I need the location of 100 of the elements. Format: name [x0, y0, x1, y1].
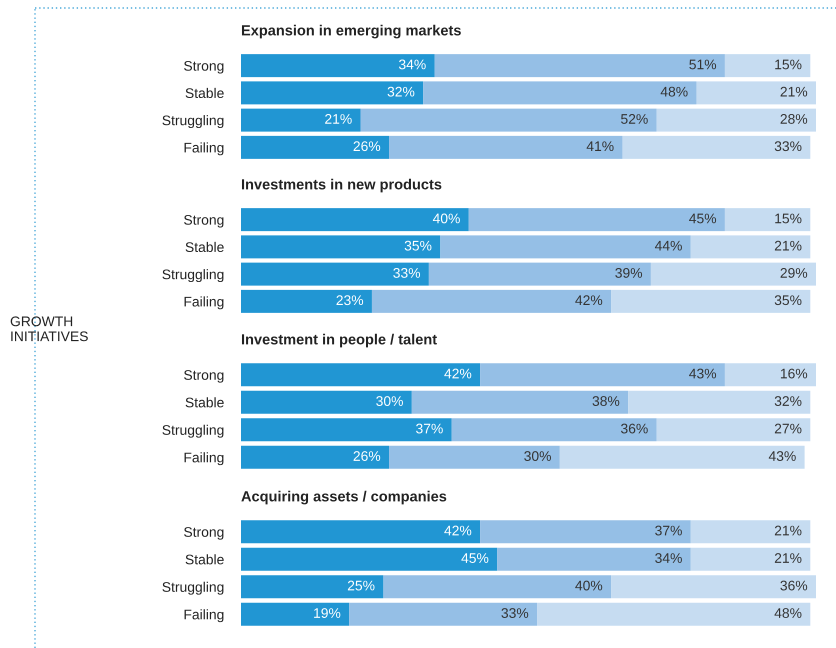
bar [611, 290, 810, 313]
bar [241, 548, 498, 571]
bar [241, 235, 440, 258]
data-label: 27% [774, 424, 802, 434]
data-label: 21% [774, 526, 802, 536]
bar [622, 136, 810, 159]
data-label: 15% [775, 60, 802, 70]
data-label: 33% [501, 608, 528, 618]
y-tick-label: Struggling [162, 269, 224, 282]
bar [389, 446, 560, 469]
chart-title: Expansion in emerging markets [242, 24, 461, 38]
bar [650, 262, 816, 286]
bar [383, 575, 612, 598]
data-label: 48% [660, 86, 688, 97]
data-label: 37% [655, 526, 682, 536]
y-tick-label: Strong [184, 60, 224, 74]
bar [241, 262, 429, 286]
bar [724, 208, 810, 232]
data-label: 48% [774, 608, 802, 618]
bar [389, 136, 622, 159]
y-tick-label: Struggling [162, 115, 224, 128]
bar [656, 108, 816, 132]
y-tick-label: Stable [186, 242, 224, 252]
data-label: 39% [615, 268, 642, 278]
data-label: 44% [654, 240, 682, 251]
bar [468, 208, 725, 232]
bar [690, 520, 810, 544]
bar [241, 290, 372, 313]
data-label: 23% [336, 295, 364, 306]
y-tick-label: Struggling [162, 424, 224, 438]
data-label: 41% [586, 141, 614, 152]
chart-title: Investments in new products [242, 178, 442, 192]
y-tick-label: Failing [184, 609, 224, 622]
y-tick-label: Stable [186, 88, 224, 98]
y-tick-label: Stable [186, 554, 224, 564]
data-label: 36% [780, 580, 808, 590]
bar [360, 108, 657, 132]
y-tick-label: Strong [184, 214, 224, 228]
bar [428, 262, 651, 286]
bar [628, 390, 810, 414]
bar [349, 602, 538, 626]
bar [241, 418, 452, 442]
y-tick-label: Failing [184, 452, 224, 466]
bar [690, 548, 810, 571]
data-label: 45% [461, 553, 488, 563]
bar [241, 208, 469, 232]
data-label: 15% [775, 214, 802, 224]
data-label: 19% [314, 608, 340, 618]
chart-title: Acquiring assets / companies [241, 490, 446, 504]
chart-title: Investment in people / talent [242, 334, 437, 348]
data-label: 38% [592, 396, 620, 406]
bar [434, 54, 725, 78]
data-label: 32% [774, 396, 802, 406]
data-label: 28% [780, 114, 808, 124]
data-label: 34% [655, 553, 682, 563]
bar [611, 575, 816, 598]
bar [537, 602, 810, 626]
data-label: 33% [393, 268, 420, 278]
data-label: 37% [416, 424, 443, 434]
bar [696, 81, 816, 104]
data-label: 21% [774, 240, 802, 251]
data-label: 25% [348, 580, 374, 590]
bar [724, 363, 816, 386]
data-label: 16% [780, 368, 808, 378]
data-label: 43% [689, 368, 716, 378]
data-label: 42% [444, 368, 472, 378]
bar [480, 520, 691, 544]
bar [690, 235, 810, 258]
data-label: 30% [376, 396, 403, 406]
bar [452, 418, 657, 442]
data-label: 43% [768, 451, 796, 461]
data-label: 42% [444, 526, 472, 536]
bar [372, 290, 612, 313]
bar [724, 54, 810, 78]
data-label: 26% [354, 141, 380, 152]
bar [656, 418, 810, 442]
bar [241, 54, 435, 78]
data-label: 34% [398, 60, 426, 70]
y-tick-label: Strong [184, 370, 224, 383]
data-label: 45% [689, 214, 716, 224]
y-tick-label: Failing [184, 296, 224, 310]
y-tick-label: Strong [184, 527, 224, 540]
data-label: 35% [774, 295, 802, 306]
data-label: 42% [575, 295, 602, 306]
bar [423, 81, 696, 104]
data-label: 52% [621, 114, 648, 124]
bar [241, 390, 412, 414]
bar [497, 548, 691, 571]
data-label: 36% [620, 424, 648, 434]
bar [241, 446, 390, 469]
bar [241, 575, 384, 598]
data-label: 26% [354, 451, 380, 461]
y-tick-label: Failing [184, 142, 224, 156]
bar [241, 81, 424, 104]
data-label: 40% [575, 580, 602, 590]
bar [241, 363, 480, 386]
data-label: 33% [774, 141, 802, 152]
text: GROWTH INITIATIVES [10, 316, 88, 342]
bar [241, 136, 390, 159]
data-label: 21% [774, 553, 802, 563]
